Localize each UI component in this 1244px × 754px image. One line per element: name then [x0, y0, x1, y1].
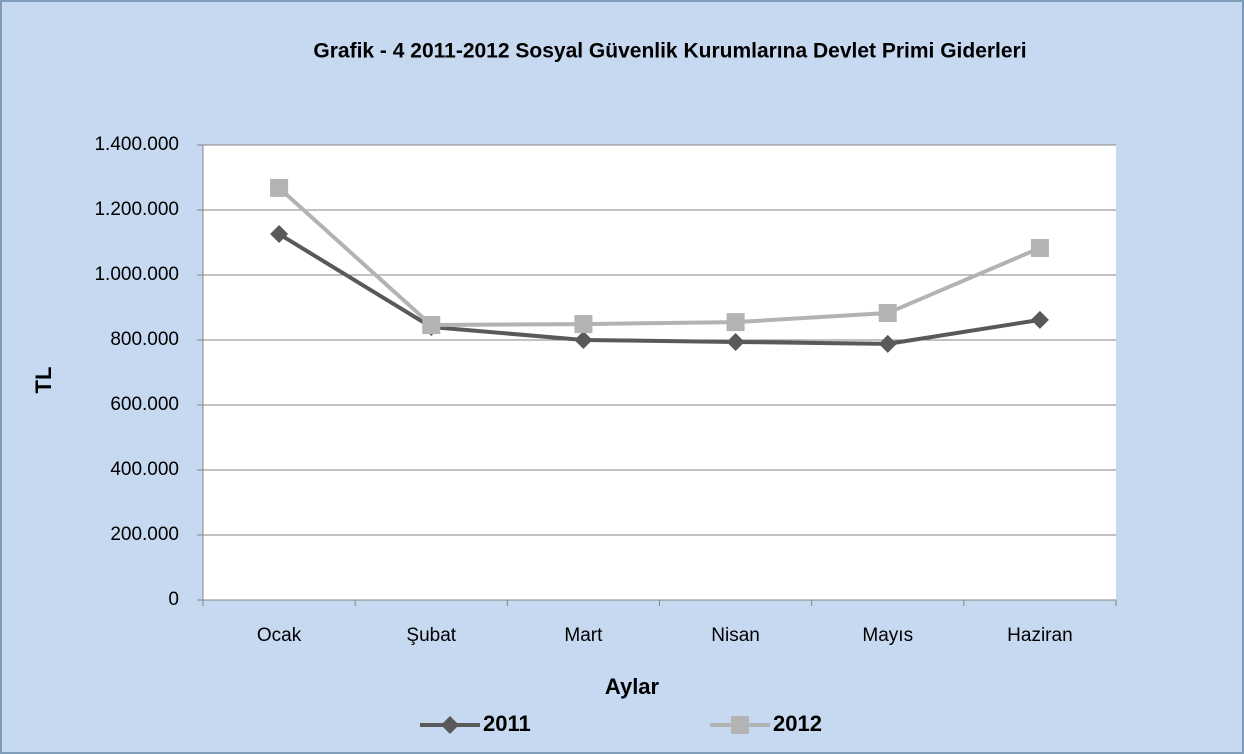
y-tick-label: 1.000.000	[94, 264, 179, 285]
y-tick-label: 800.000	[110, 329, 179, 350]
x-tick-label: Şubat	[406, 625, 456, 646]
marker	[441, 716, 459, 734]
marker	[726, 313, 745, 332]
marker	[731, 716, 749, 734]
y-tick-label: 0	[168, 589, 179, 610]
x-tick-label: Haziran	[1007, 625, 1072, 646]
x-tick-label: Nisan	[711, 625, 760, 646]
y-tick-label: 200.000	[110, 524, 179, 545]
y-axis-label: TL	[31, 367, 56, 394]
x-axis-label: Aylar	[605, 674, 660, 699]
legend-label: 2012	[773, 711, 822, 736]
chart-title: Grafik - 4 2011-2012 Sosyal Güvenlik Kur…	[313, 40, 1026, 63]
marker	[270, 225, 289, 244]
y-tick-label: 400.000	[110, 459, 179, 480]
y-tick-label: 600.000	[110, 394, 179, 415]
marker	[270, 178, 289, 197]
series-line	[277, 186, 1041, 328]
series-line	[278, 232, 1041, 346]
x-tick-label: Mart	[564, 625, 603, 646]
y-tick-label: 1.400.000	[94, 134, 179, 155]
marker	[422, 316, 441, 335]
marker	[878, 304, 897, 323]
x-tick-label: Ocak	[257, 625, 302, 646]
legend-label: 2011	[483, 711, 531, 736]
plot-area	[203, 145, 1116, 600]
y-tick-label: 1.200.000	[94, 199, 179, 220]
marker	[878, 334, 897, 353]
marker	[1030, 239, 1049, 258]
marker	[1030, 310, 1049, 329]
marker	[574, 315, 593, 334]
x-tick-label: Mayıs	[862, 625, 913, 646]
marker	[726, 332, 745, 351]
marker	[574, 331, 593, 349]
